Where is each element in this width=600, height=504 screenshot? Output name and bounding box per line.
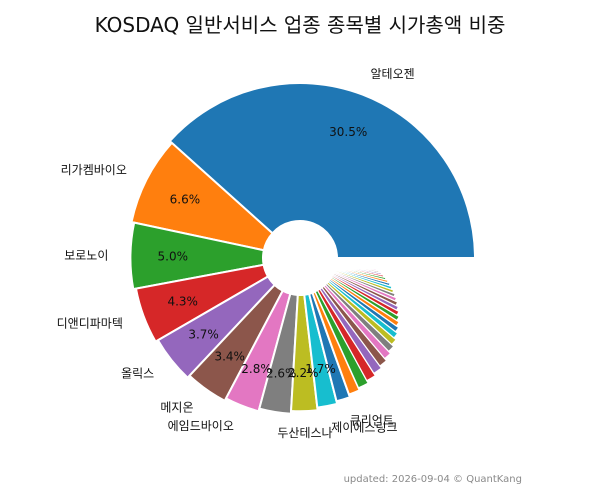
slice-label: 디앤디파마텍 — [57, 317, 123, 331]
slice-percent-label: 30.5% — [329, 125, 367, 139]
footer-note: updated: 2026-09-04 © QuantKang — [344, 474, 522, 485]
slice-label: 올릭스 — [121, 367, 154, 381]
slice-percent-label: 4.3% — [167, 295, 198, 309]
slice-label: 큐리언트 — [350, 413, 394, 427]
slice-percent-label: 6.6% — [170, 192, 201, 206]
slice-label: 보로노이 — [64, 249, 108, 263]
slice-percent-label: 3.7% — [188, 328, 219, 342]
slice-label: 에임드바이오 — [168, 419, 234, 433]
slice-label: 메지온 — [160, 400, 193, 414]
chart-title: KOSDAQ 일반서비스 업종 종목별 시가총액 비중 — [95, 13, 506, 37]
slice-label: 두산테스나 — [277, 426, 332, 440]
slice-percent-label: 5.0% — [158, 249, 189, 263]
slice-percent-label: 1.7% — [305, 362, 336, 376]
slice-label: 리가켐바이오 — [61, 163, 127, 177]
slice-label: 알테오젠 — [371, 67, 415, 81]
